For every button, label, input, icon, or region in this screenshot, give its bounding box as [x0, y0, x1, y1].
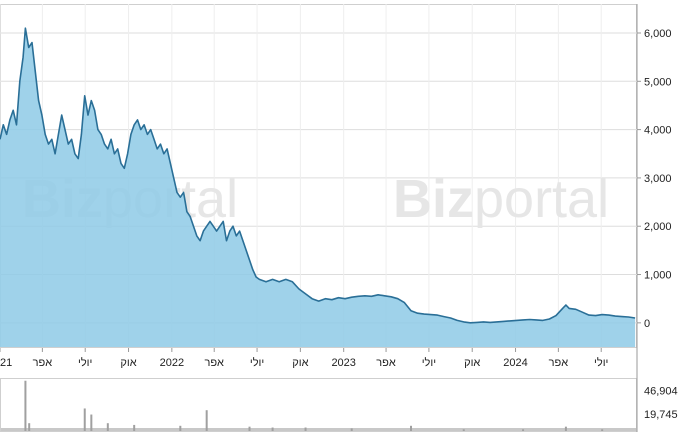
y-tick-label: 0: [644, 318, 650, 330]
x-tick-label: אוק: [292, 357, 308, 369]
y-tick-label: 4,000: [644, 125, 672, 137]
volume-bar: [410, 425, 413, 431]
svg-text:Bizportal: Bizportal: [393, 169, 609, 229]
x-tick-label: 2022: [160, 357, 184, 369]
watermark-right-bold: Biz: [393, 169, 474, 229]
volume-bars: [1, 380, 636, 431]
volume-tick-label: 19,745: [644, 409, 678, 421]
y-tick-label: 6,000: [644, 28, 672, 40]
x-tick-label: יולי: [594, 356, 608, 369]
volume-panel-frame: [0, 378, 637, 432]
y-tick-label: 3,000: [644, 173, 672, 185]
watermark-right-light: portal: [474, 169, 609, 229]
volume-bar: [205, 410, 208, 431]
x-tick-label: יולי: [422, 356, 436, 369]
volume-bar: [462, 429, 465, 431]
y-tick-label: 5,000: [644, 76, 672, 88]
x-tick-label: אפר: [33, 357, 53, 369]
x-tick-label: אפר: [204, 357, 224, 369]
x-tick-label: אפר: [376, 357, 396, 369]
x-tick-label: אפר: [549, 357, 569, 369]
y-axis-ticks: 6,000 5,000 4,000 3,000 2,000 1,000 0: [637, 28, 672, 330]
x-tick-label: יולי: [78, 356, 92, 369]
volume-bar: [24, 380, 27, 431]
volume-bar: [179, 425, 182, 431]
volume-bar: [271, 427, 274, 431]
x-axis-ticks: 2021 אפר יולי אוק 2022 אפר יולי אוק 2023 אפר יולי א…: [0, 348, 608, 369]
x-tick-label: אוק: [464, 357, 480, 369]
x-tick-label: אוק: [120, 357, 136, 369]
volume-bar: [106, 423, 109, 431]
volume-bar: [522, 429, 525, 431]
x-tick-label: יולי: [250, 356, 264, 369]
volume-bar: [90, 414, 93, 431]
watermark-right: Bizportal: [393, 169, 609, 229]
x-tick-label: 2024: [503, 357, 527, 369]
x-tick-label: 2021: [0, 357, 12, 369]
volume-baseline: [1, 428, 636, 431]
volume-bar: [304, 427, 307, 431]
y-tick-label: 2,000: [644, 221, 672, 233]
volume-tick-label: 46,904: [644, 385, 678, 397]
price-area: [0, 28, 636, 347]
volume-bar: [350, 428, 353, 431]
volume-bar: [133, 424, 136, 431]
volume-bar: [248, 426, 251, 431]
y-tick-label: 1,000: [644, 270, 672, 282]
volume-bar: [28, 423, 31, 431]
price-line: [0, 27, 636, 324]
x-tick-label: 2023: [331, 357, 355, 369]
volume-bar: [83, 408, 86, 431]
volume-bar: [601, 429, 604, 431]
price-area-layer: [0, 27, 636, 347]
volume-bar: [564, 426, 567, 431]
volume-axis-ticks: 46,904 19,745: [644, 385, 678, 421]
